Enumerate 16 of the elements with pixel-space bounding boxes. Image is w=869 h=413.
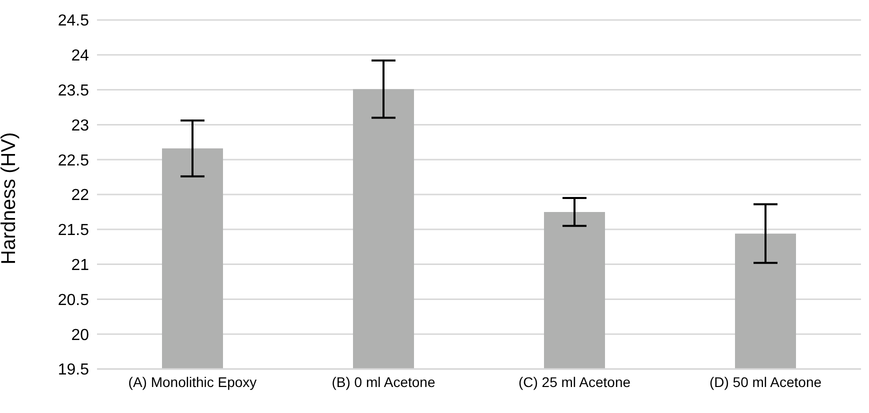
y-axis-title: Hardness (HV) [0,132,20,264]
y-tick-label: 19.5 [58,362,90,379]
y-tick-label: 22.5 [58,152,90,170]
y-tick-label: 23 [71,117,90,134]
x-tick-label: (B) 0 ml Acetone [332,374,436,390]
x-tick-label: (D) 50 ml Acetone [709,374,822,390]
y-tick-label: 24 [71,48,90,65]
y-tick-label: 23.5 [58,82,90,100]
y-tick-label: 21.5 [58,222,90,240]
x-tick-label: (A) Monolithic Epoxy [128,374,257,390]
y-tick-label: 20 [71,326,90,344]
y-tick-label: 20.5 [58,292,90,309]
x-tick-label: (C) 25 ml Acetone [518,374,631,390]
y-tick-label: 21 [71,256,90,274]
y-tick-label: 24.5 [58,12,90,30]
y-tick-label: 22 [71,187,90,204]
